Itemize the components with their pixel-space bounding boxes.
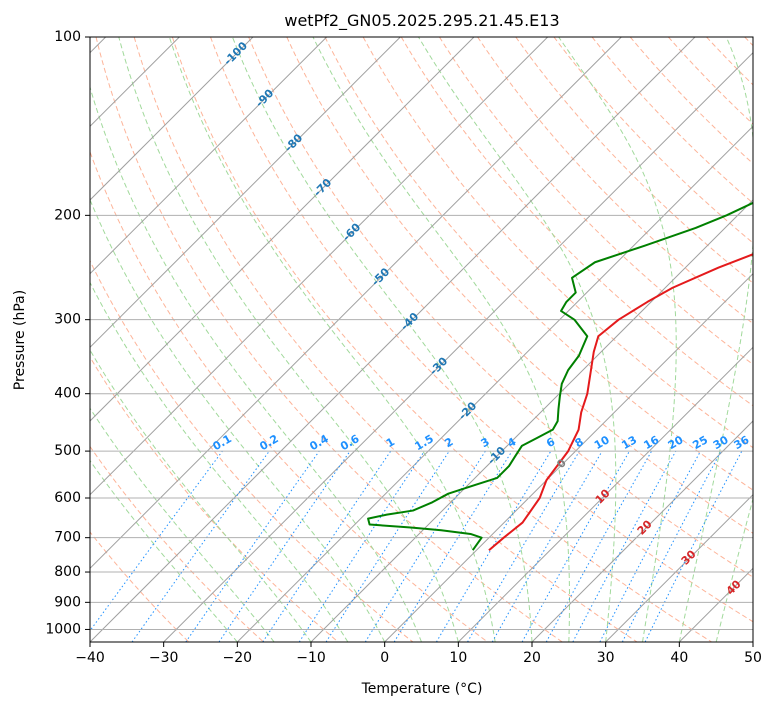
isotherm-line: [531, 420, 753, 642]
isotherm-line: [90, 37, 254, 201]
x-tick-label: −10: [296, 650, 326, 666]
dry-adiabat: [515, 37, 753, 284]
moist-adiabat: [715, 497, 753, 642]
isotherm-line: [90, 37, 696, 642]
temperature-line: [488, 253, 753, 551]
isotherm-line: [605, 493, 753, 642]
x-tick-label: 10: [449, 650, 467, 666]
dry-adiabat: [248, 37, 753, 578]
x-tick-label: 40: [670, 650, 688, 666]
x-tick-label: 30: [597, 650, 615, 666]
moist-adiabat: [231, 37, 533, 642]
moist-adiabat: [312, 37, 570, 642]
y-tick-label: 800: [54, 564, 81, 580]
plot-background: [90, 37, 753, 642]
plot-frame: [89, 36, 754, 643]
x-tick-label: −30: [149, 650, 179, 666]
dry-adiabat: [171, 37, 712, 642]
dry-adiabat: [439, 37, 753, 366]
moist-adiabat: [118, 37, 459, 642]
moist-adiabat: [678, 37, 753, 642]
mixing-ratio-line: [545, 450, 653, 642]
moist-adiabat: [418, 37, 617, 642]
y-tick-label: 600: [54, 490, 81, 506]
moist-adiabat: [168, 37, 496, 642]
y-tick-label: 100: [54, 29, 81, 45]
y-tick-label: 900: [54, 594, 81, 610]
pressure-grid: [90, 37, 753, 630]
x-axis-label: Temperature (°C): [361, 681, 483, 697]
dry-adiabat: [324, 37, 753, 491]
x-tick-label: 0: [380, 650, 389, 666]
dry-adiabat: [553, 37, 753, 244]
profile-series: [367, 201, 753, 551]
isotherm-line: [90, 37, 622, 570]
y-tick-label: 200: [54, 207, 81, 223]
y-axis-label: Pressure (hPa): [12, 290, 28, 390]
mixing-ratio-line: [262, 450, 392, 642]
moist-adiabat: [90, 281, 349, 642]
mixing-ratio-line: [218, 450, 351, 642]
dry-adiabat: [286, 37, 753, 534]
mixing-ratio-line: [521, 450, 630, 642]
isotherm-line: [163, 51, 753, 642]
mixing-ratio-line: [185, 450, 320, 642]
dry-adiabat: [210, 37, 753, 623]
dry-adiabat: [95, 37, 563, 642]
mixing-ratio-line: [90, 450, 223, 632]
dry-adiabat: [90, 259, 414, 642]
isotherm-line: [457, 346, 753, 642]
moist-adiabat: [90, 459, 238, 642]
isotherm-line: [90, 37, 328, 275]
x-tick-label: −20: [223, 650, 253, 666]
chart-title: wetPf2_GN05.2025.295.21.45.E13: [284, 11, 559, 31]
mixing-ratio-line: [131, 450, 270, 642]
moist-adiabat: [558, 37, 677, 642]
isotherm-line: [310, 199, 753, 642]
x-tick-label: 50: [744, 650, 762, 666]
y-axis: 100 200 300 400 500 600 700 800 900 1000: [45, 29, 90, 637]
y-tick-label: 400: [54, 386, 81, 402]
isotherm-line: [90, 37, 549, 496]
dewpoint-line: [367, 201, 753, 551]
background-lines: [90, 37, 753, 642]
y-tick-label: 700: [54, 530, 81, 546]
moist-adiabat: [90, 198, 386, 642]
dry-adiabat: [400, 37, 753, 407]
y-tick-label: 1000: [45, 621, 81, 637]
isotherm-line: [752, 641, 753, 642]
moist-adiabat: [90, 407, 275, 642]
isotherm-line: [236, 125, 753, 642]
dry-adiabat: [90, 445, 264, 642]
isotherm-line: [90, 37, 475, 422]
y-tick-label: 300: [54, 312, 81, 328]
mixing-ratio-line: [644, 450, 743, 642]
x-tick-label: −40: [75, 650, 105, 666]
dry-adiabat: [133, 37, 638, 642]
mixing-ratio-line: [393, 450, 513, 642]
mixing-ratio-line: [325, 450, 450, 642]
dry-adiabat: [629, 37, 753, 165]
x-tick-label: 20: [523, 650, 541, 666]
mixing-ratio-line: [572, 450, 677, 642]
y-tick-label: 500: [54, 443, 81, 459]
mixing-ratio-line: [298, 450, 425, 642]
x-axis: −40 −30 −20 −10 0 10 20 30 40 50: [75, 642, 762, 666]
isotherm-line: [90, 37, 401, 349]
isotherm-line: [384, 272, 753, 642]
